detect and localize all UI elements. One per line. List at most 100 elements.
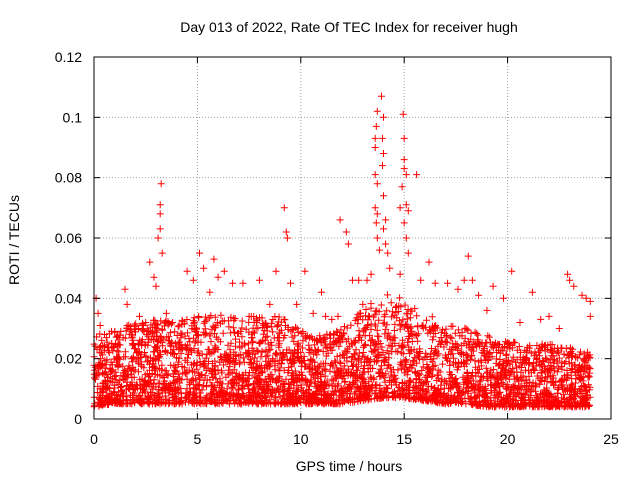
data-point bbox=[185, 366, 193, 374]
data-point bbox=[380, 313, 388, 321]
data-point bbox=[203, 376, 211, 384]
data-point bbox=[357, 313, 365, 321]
data-point bbox=[123, 399, 131, 407]
data-point bbox=[478, 358, 485, 366]
data-point bbox=[271, 366, 279, 374]
data-point bbox=[232, 335, 239, 343]
data-point bbox=[193, 359, 201, 367]
data-point bbox=[130, 389, 138, 397]
data-point bbox=[397, 303, 405, 311]
data-point bbox=[376, 382, 384, 390]
data-point bbox=[392, 347, 400, 355]
data-point bbox=[101, 357, 109, 365]
data-point bbox=[226, 363, 234, 371]
data-point bbox=[326, 367, 334, 375]
data-point bbox=[356, 309, 364, 317]
data-point bbox=[478, 373, 486, 381]
data-point bbox=[291, 367, 299, 375]
data-point bbox=[363, 390, 371, 398]
data-point bbox=[374, 357, 382, 365]
data-point bbox=[305, 386, 312, 393]
x-tick-label: 20 bbox=[500, 431, 516, 447]
data-point bbox=[96, 363, 104, 371]
data-point bbox=[248, 334, 255, 342]
data-point bbox=[423, 372, 431, 380]
data-point bbox=[200, 264, 208, 272]
data-point bbox=[554, 389, 562, 397]
data-point bbox=[195, 381, 203, 388]
data-point bbox=[429, 363, 437, 370]
data-point bbox=[498, 364, 506, 372]
data-point bbox=[522, 386, 530, 394]
data-point bbox=[343, 324, 351, 332]
data-point bbox=[282, 228, 290, 236]
data-point bbox=[466, 340, 473, 348]
data-point bbox=[167, 320, 175, 328]
data-point bbox=[291, 395, 299, 403]
data-point bbox=[490, 400, 498, 408]
data-points bbox=[90, 92, 594, 411]
data-point bbox=[499, 359, 507, 367]
data-point bbox=[578, 390, 586, 397]
data-point bbox=[431, 279, 439, 287]
data-point bbox=[161, 400, 169, 408]
data-point bbox=[387, 373, 395, 381]
data-point bbox=[446, 345, 454, 353]
data-point bbox=[562, 376, 570, 384]
data-point bbox=[213, 391, 221, 399]
data-point bbox=[462, 350, 470, 358]
data-point bbox=[417, 276, 425, 284]
data-point bbox=[471, 357, 479, 365]
data-point bbox=[282, 400, 290, 408]
data-point bbox=[212, 399, 220, 407]
data-point bbox=[219, 398, 227, 406]
data-point bbox=[452, 380, 460, 388]
data-point bbox=[316, 386, 324, 394]
data-point bbox=[269, 375, 277, 383]
data-point bbox=[201, 372, 209, 380]
data-point bbox=[550, 363, 558, 371]
data-point bbox=[238, 317, 246, 325]
data-point bbox=[373, 326, 381, 334]
data-point bbox=[407, 360, 415, 368]
data-point bbox=[472, 369, 480, 377]
data-point bbox=[317, 339, 325, 347]
data-point bbox=[307, 378, 315, 386]
data-point bbox=[454, 388, 461, 396]
data-point bbox=[225, 366, 232, 374]
data-point bbox=[422, 396, 430, 404]
data-point bbox=[578, 383, 586, 390]
data-point bbox=[424, 329, 432, 337]
data-point bbox=[292, 323, 299, 331]
data-point bbox=[340, 351, 348, 359]
data-point bbox=[548, 341, 556, 349]
data-point bbox=[505, 356, 512, 364]
data-point bbox=[369, 348, 377, 356]
data-point bbox=[284, 369, 292, 377]
data-point bbox=[384, 332, 392, 340]
data-point bbox=[586, 365, 594, 373]
data-point bbox=[203, 351, 211, 359]
data-point bbox=[91, 342, 99, 350]
data-point bbox=[311, 399, 319, 407]
data-point bbox=[586, 393, 594, 401]
data-point bbox=[400, 390, 408, 398]
data-point bbox=[294, 341, 302, 349]
data-point bbox=[515, 390, 523, 398]
data-point bbox=[520, 401, 528, 409]
data-point bbox=[582, 294, 590, 302]
data-point bbox=[93, 371, 101, 379]
data-point bbox=[280, 352, 288, 360]
data-point bbox=[477, 376, 485, 384]
data-point bbox=[536, 352, 543, 360]
data-point bbox=[586, 383, 594, 391]
data-point bbox=[185, 381, 193, 389]
data-point bbox=[349, 276, 356, 284]
data-point bbox=[350, 370, 358, 378]
data-point bbox=[431, 346, 439, 354]
data-point bbox=[553, 357, 561, 365]
data-point bbox=[135, 360, 143, 368]
data-point bbox=[360, 384, 368, 392]
data-point bbox=[161, 377, 168, 385]
data-point bbox=[368, 347, 376, 355]
